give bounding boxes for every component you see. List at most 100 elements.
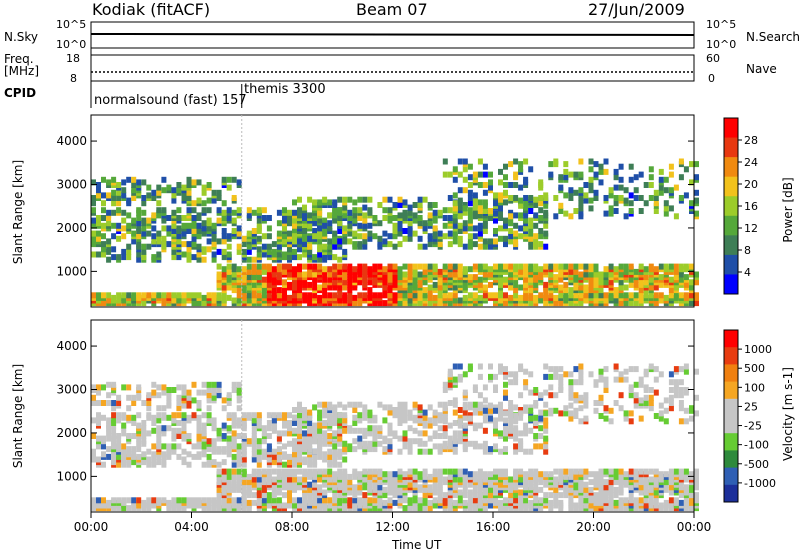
colorbar-segment [724, 416, 738, 434]
data-cell [467, 266, 473, 273]
data-cell [236, 456, 242, 463]
data-cell [407, 481, 413, 488]
data-cell [226, 274, 232, 281]
data-cell [648, 166, 654, 173]
data-cell [568, 371, 574, 378]
data-cell [106, 453, 112, 460]
data-cell [332, 414, 338, 421]
data-cell [653, 413, 659, 419]
data-cell [317, 294, 323, 301]
data-cell [457, 241, 463, 248]
data-cell [462, 481, 468, 488]
data-cell [633, 174, 639, 181]
data-cell [563, 371, 569, 378]
data-cell [518, 438, 524, 445]
data-cell [477, 492, 483, 499]
data-cell [427, 404, 433, 411]
data-cell [372, 468, 378, 475]
data-cell [282, 422, 287, 429]
data-cell [578, 292, 584, 299]
data-cell [573, 171, 579, 178]
data-cell [176, 497, 182, 504]
data-cell [136, 220, 142, 227]
data-cell [538, 228, 544, 234]
data-cell [211, 381, 217, 388]
data-cell [392, 479, 398, 486]
data-cell [593, 195, 599, 201]
data-cell [498, 292, 503, 299]
data-cell [437, 433, 443, 439]
data-cell [241, 486, 247, 493]
data-cell [166, 225, 172, 232]
data-cell [292, 209, 297, 216]
data-cell [186, 228, 192, 234]
data-cell [573, 379, 579, 386]
data-cell [96, 456, 101, 463]
data-cell [452, 363, 458, 370]
data-cell [342, 440, 348, 447]
data-cell [226, 251, 232, 258]
data-cell [367, 235, 373, 242]
data-cell [498, 225, 503, 232]
data-cell [337, 263, 343, 270]
data-cell [332, 443, 338, 450]
data-cell [226, 233, 232, 240]
data-cell [523, 276, 529, 283]
data-cell [402, 235, 408, 242]
data-cell [96, 497, 101, 504]
data-cell [427, 233, 433, 240]
data-cell [588, 471, 594, 478]
data-cell [563, 192, 569, 199]
data-cell [392, 215, 398, 221]
data-cell [111, 497, 117, 504]
data-cell [136, 215, 142, 221]
data-cell [488, 266, 493, 273]
data-cell [271, 476, 277, 483]
data-cell [467, 481, 473, 488]
data-cell [151, 420, 157, 426]
data-cell [508, 400, 514, 406]
data-cell [477, 158, 483, 165]
data-cell [327, 243, 333, 250]
data-cell [583, 492, 589, 499]
data-cell [694, 410, 699, 417]
data-cell [467, 212, 473, 219]
data-cell [287, 497, 292, 504]
data-cell [412, 414, 418, 421]
data-cell [211, 241, 217, 248]
data-cell [156, 189, 162, 196]
data-cell [663, 205, 669, 212]
data-cell [387, 409, 393, 416]
data-cell [226, 263, 232, 270]
data-cell [322, 489, 328, 496]
data-cell [292, 502, 297, 509]
data-cell [186, 189, 192, 196]
data-cell [678, 484, 684, 491]
data-cell [417, 497, 423, 504]
data-cell [347, 473, 353, 480]
data-cell [201, 220, 207, 227]
data-cell [397, 225, 403, 232]
data-cell [196, 292, 202, 299]
data-cell [633, 397, 639, 404]
data-cell [452, 476, 458, 483]
data-cell [513, 287, 519, 294]
data-cell [231, 195, 237, 201]
data-cell [608, 263, 614, 270]
data-cell [282, 502, 287, 509]
colorbar-tick-label: -25 [744, 420, 762, 433]
data-cell [251, 412, 257, 419]
data-cell [327, 459, 333, 466]
data-cell [508, 238, 514, 245]
data-cell [171, 254, 177, 261]
data-cell [477, 497, 483, 504]
data-cell [593, 276, 599, 283]
data-cell [231, 479, 237, 486]
data-cell [533, 263, 539, 270]
data-cell [347, 222, 353, 229]
data-cell [287, 281, 292, 288]
data-cell [377, 468, 383, 475]
data-cell [488, 363, 493, 370]
data-cell [407, 235, 413, 242]
colorbar-tick-label: 20 [744, 178, 758, 191]
